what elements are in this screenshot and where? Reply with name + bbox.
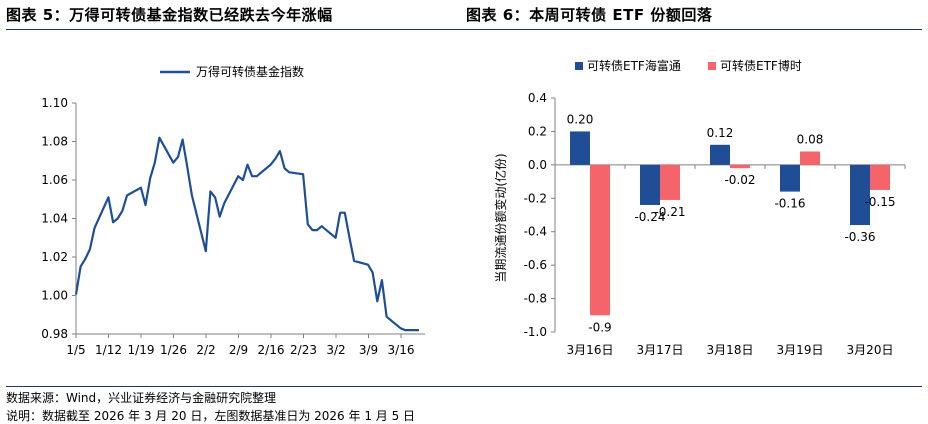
- bar-haifutong: [640, 164, 660, 205]
- y-tick-label: 1.04: [41, 212, 68, 226]
- data-label: -0.36: [844, 230, 875, 244]
- x-tick-label: 3月16日: [567, 343, 614, 357]
- y-tick-label: -0.8: [524, 292, 547, 306]
- bar-chart: 可转债ETF海富通 可转债ETF博时 -1.0 -0.8 -0.6 -0.4 -0.2 0.0…: [493, 58, 906, 357]
- right-chart-title: 图表 6：本周可转债 ETF 份额回落: [466, 6, 713, 24]
- data-label: 0.08: [797, 132, 824, 146]
- x-tick-label: 2/2: [196, 343, 215, 357]
- x-tick-label: 2/23: [290, 343, 317, 357]
- y-tick-label: -0.6: [524, 258, 547, 272]
- data-label: -0.15: [864, 195, 895, 209]
- x-tick-label: 3/9: [359, 343, 378, 357]
- y-tick-label: -0.2: [524, 191, 547, 205]
- x-tick-label: 3月20日: [847, 343, 894, 357]
- legend-swatch-boshi: [708, 62, 716, 70]
- bar-boshi: [870, 164, 890, 190]
- y-tick-label: 0.2: [528, 124, 547, 138]
- bar-boshi: [590, 164, 610, 316]
- legend-label-haifutong: 可转债ETF海富通: [587, 58, 681, 73]
- caption-note: 说明：数据截至 2026 年 3 月 20 日，左图数据基准日为 2026 年 …: [6, 409, 416, 423]
- data-label: -0.24: [634, 210, 665, 224]
- x-tick-label: 2/16: [258, 343, 285, 357]
- line-chart: 万得可转债基金指数 0.98 1.00 1.02 1.04 1.06 1.08 1.10 1/5…: [41, 64, 425, 357]
- bar-haifutong: [570, 131, 590, 165]
- y-tick-label: 0.98: [41, 327, 68, 341]
- data-label: -0.21: [654, 205, 685, 219]
- x-tick-label: 1/19: [128, 343, 155, 357]
- y-tick-label: -1.0: [524, 325, 547, 339]
- x-tick-label: 3/16: [388, 343, 415, 357]
- x-tick-label: 2/9: [229, 343, 248, 357]
- y-tick-label: 1.10: [41, 96, 68, 110]
- y-tick-label: 1.00: [41, 289, 68, 303]
- x-tick-label: 1/12: [95, 343, 122, 357]
- y-tick-label: 1.02: [41, 250, 68, 264]
- x-tick-label: 1/5: [66, 343, 85, 357]
- y-axis-title: 当期流通份额变动(亿份): [493, 153, 508, 282]
- legend-label-boshi: 可转债ETF博时: [720, 58, 802, 73]
- bar-haifutong: [710, 144, 730, 165]
- x-tick-label: 3月19日: [777, 343, 824, 357]
- source-note: 数据来源：Wind，兴业证券经济与金融研究院整理: [6, 391, 277, 405]
- legend-swatch-haifutong: [575, 62, 583, 70]
- left-chart-title: 图表 5：万得可转债基金指数已经跌去今年涨幅: [6, 6, 333, 24]
- bar-boshi: [800, 151, 820, 165]
- data-label: -0.16: [774, 197, 805, 211]
- bottom-divider: [6, 386, 922, 387]
- y-tick-label: 0.4: [528, 91, 547, 105]
- y-tick-label: 1.08: [41, 135, 68, 149]
- y-tick-label: 1.06: [41, 173, 68, 187]
- bar-haifutong: [780, 164, 800, 192]
- bar-boshi: [730, 164, 750, 169]
- data-label: -0.9: [588, 320, 611, 334]
- data-label: 0.20: [567, 112, 594, 126]
- y-tick-label: -0.4: [524, 225, 547, 239]
- data-label: -0.02: [724, 173, 755, 187]
- x-tick-label: 1/26: [160, 343, 187, 357]
- x-tick-label: 3月17日: [637, 343, 684, 357]
- y-tick-label: 0.0: [528, 158, 547, 172]
- top-divider: [6, 29, 922, 30]
- x-tick-label: 3月18日: [707, 343, 754, 357]
- data-label: 0.12: [707, 126, 734, 140]
- bar-haifutong: [850, 164, 870, 226]
- series-line-index: [74, 136, 419, 332]
- bar-boshi: [660, 164, 680, 200]
- legend-label-index: 万得可转债基金指数: [196, 64, 304, 79]
- x-tick-label: 3/2: [326, 343, 345, 357]
